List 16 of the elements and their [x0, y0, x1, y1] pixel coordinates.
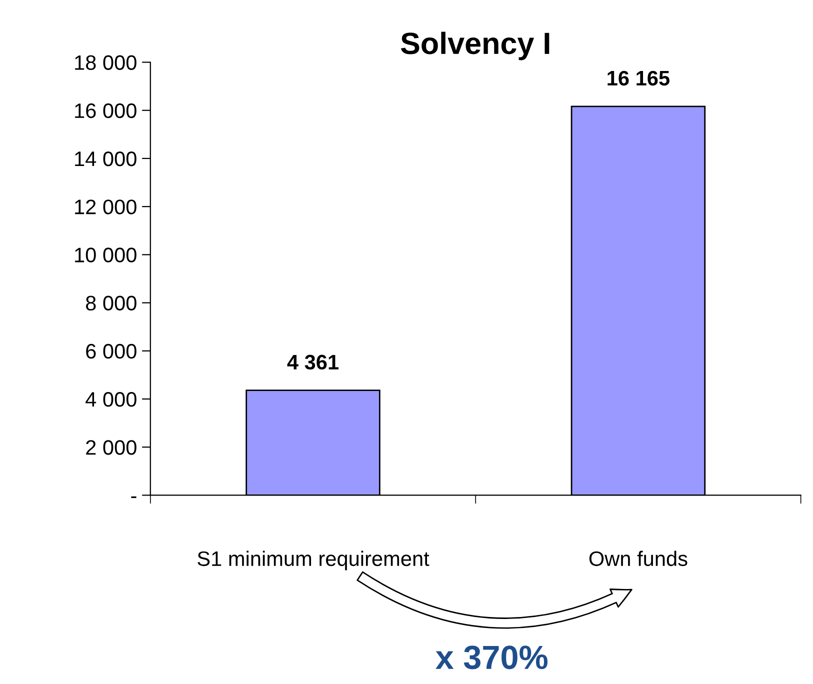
- y-tick-label: 2 000: [86, 440, 136, 455]
- y-tick-label: 12 000: [75, 200, 136, 214]
- y-tick-label: 16 000: [75, 103, 136, 118]
- y-tick-label: 10 000: [75, 248, 136, 262]
- text: x 370%: [436, 646, 548, 670]
- y-tick-label: 6 000: [86, 344, 136, 359]
- x-tick-label: S1 minimum requirement: [198, 550, 430, 570]
- text: 4 361: [287, 354, 338, 370]
- y-tick-label: 8 000: [86, 296, 136, 311]
- chart-title: Solvency I: [400, 32, 550, 60]
- text: 16 165: [608, 70, 670, 86]
- x-tick-label: Own funds: [589, 550, 688, 566]
- y-tick-label: 14 000: [75, 151, 136, 166]
- y-tick-label: 4 000: [86, 392, 136, 407]
- y-tick-label: -: [131, 496, 136, 498]
- y-tick-label: 18 000: [75, 55, 136, 70]
